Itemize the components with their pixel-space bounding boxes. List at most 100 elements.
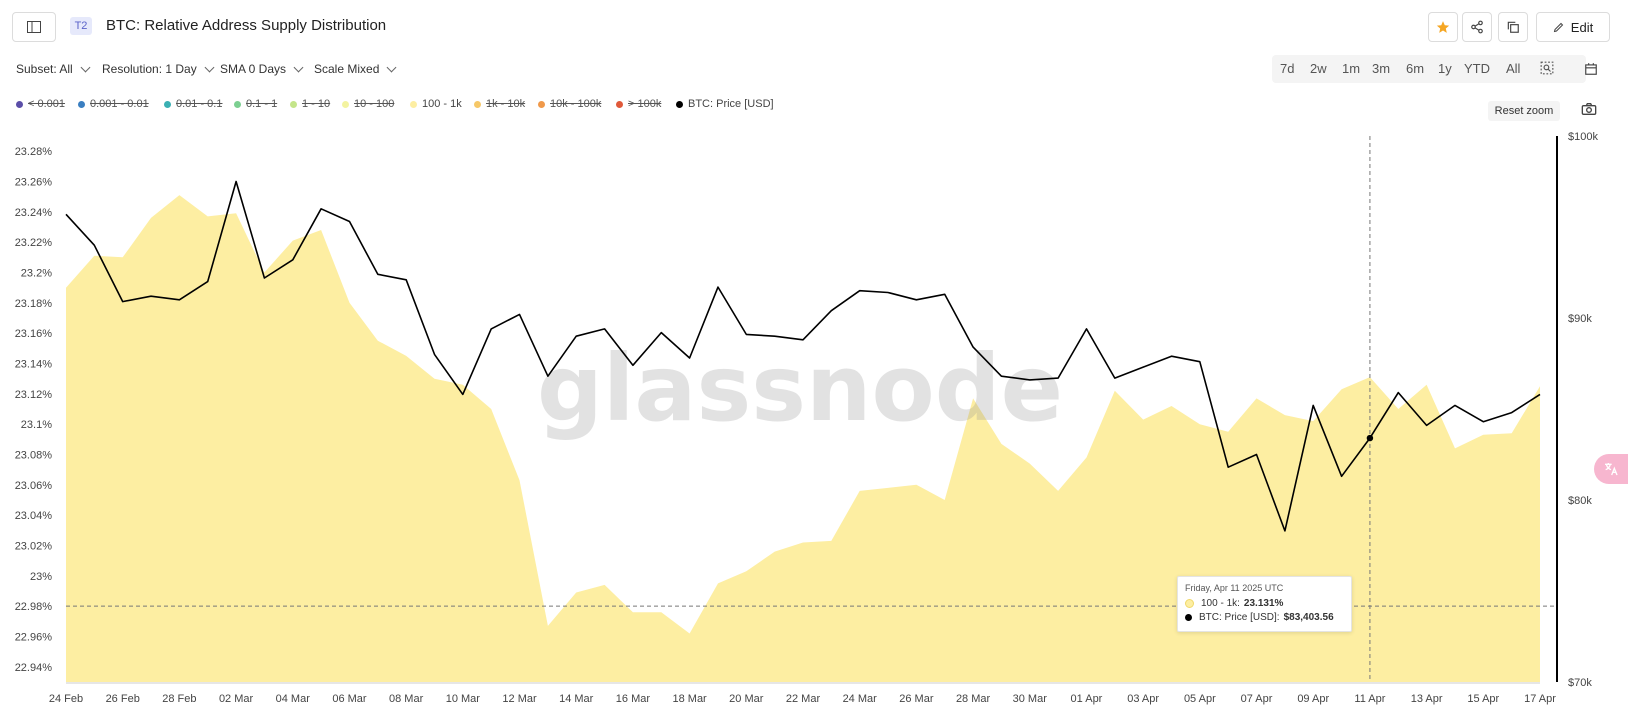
tooltip-value: $83,403.56 (1283, 612, 1334, 623)
x-tick-label: 24 Feb (49, 693, 83, 705)
y-right-tick-label: $70k (1568, 677, 1592, 689)
pencil-icon (1553, 22, 1564, 33)
tooltip-date: Friday, Apr 11 2025 UTC (1185, 583, 1284, 593)
x-tick-label: 26 Feb (106, 693, 140, 705)
supply-area-series (66, 195, 1540, 682)
screenshot-button[interactable] (1581, 102, 1599, 118)
x-tick-label: 06 Mar (332, 693, 367, 705)
y-left-tick-label: 22.98% (15, 601, 53, 613)
duplicate-button[interactable] (1498, 12, 1528, 42)
x-tick-label: 07 Apr (1241, 693, 1273, 705)
legend-label: 0.1 - 1 (246, 98, 278, 110)
tooltip-label: BTC: Price [USD]: (1199, 612, 1280, 623)
scale-dropdown[interactable]: Scale Mixed (314, 62, 397, 76)
legend-label: 0.01 - 0.1 (176, 98, 223, 110)
legend-item[interactable]: 0.001 - 0.01 (78, 98, 149, 110)
top-bar: T2 BTC: Relative Address Supply Distribu… (0, 0, 1630, 50)
legend-item[interactable]: 10k - 100k (538, 98, 601, 110)
sma-dropdown[interactable]: SMA 0 Days (220, 62, 304, 76)
subset-label: Subset: All (16, 62, 73, 76)
x-tick-label: 24 Mar (843, 693, 878, 705)
range-3m[interactable]: 3m (1372, 61, 1391, 76)
legend-label: 100 - 1k (422, 98, 462, 110)
legend-dot (342, 100, 349, 108)
y-left-tick-label: 23.1% (21, 419, 52, 431)
x-tick-label: 08 Mar (389, 693, 424, 705)
edit-button-label: Edit (1570, 19, 1594, 35)
y-left-tick-label: 23.02% (15, 541, 53, 553)
highlight-point (1366, 434, 1374, 442)
legend-item[interactable]: > 100k (616, 98, 661, 110)
legend-item[interactable]: 0.01 - 0.1 (164, 98, 222, 110)
x-tick-label: 13 Apr (1411, 693, 1443, 705)
sidebar-toggle-button[interactable] (12, 12, 56, 42)
legend-label: 1 - 10 (302, 98, 331, 110)
share-button[interactable] (1462, 12, 1492, 42)
resolution-label: Resolution: 1 Day (102, 62, 197, 76)
x-tick-label: 30 Mar (1013, 693, 1048, 705)
legend-dot (78, 100, 85, 108)
tooltip-dot (1185, 614, 1192, 621)
legend-item[interactable]: 10 - 100 (342, 98, 394, 110)
y-left-tick-label: 23.16% (15, 328, 53, 340)
range-6m[interactable]: 6m (1406, 61, 1425, 76)
y-left-tick-label: 23.18% (15, 298, 53, 310)
x-tick-label: 11 Apr (1354, 693, 1385, 705)
y-left-tick-label: 23.12% (15, 389, 53, 401)
legend-label: < 0.001 (28, 98, 66, 110)
range-1y[interactable]: 1y (1438, 61, 1452, 76)
range-ytd[interactable]: YTD (1464, 61, 1490, 76)
legend-item[interactable]: 1k - 10k (474, 98, 525, 110)
range-1m[interactable]: 1m (1342, 61, 1361, 76)
x-tick-label: 12 Mar (502, 693, 537, 705)
legend-item[interactable]: 100 - 1k (410, 98, 462, 110)
resolution-dropdown[interactable]: Resolution: 1 Day (102, 62, 215, 76)
x-tick-label: 15 Apr (1467, 693, 1499, 705)
sidebar-icon (27, 21, 41, 33)
zoom-select-button[interactable] (1540, 61, 1554, 80)
y-left-tick-label: 23.04% (15, 510, 53, 522)
calendar-button[interactable] (1580, 58, 1602, 80)
subset-dropdown[interactable]: Subset: All (16, 62, 91, 76)
range-2w[interactable]: 2w (1310, 61, 1327, 76)
legend-label: 0.001 - 0.01 (90, 98, 149, 110)
tier-badge: T2 (70, 17, 92, 35)
legend-label: 10k - 100k (550, 98, 602, 110)
x-tick-label: 17 Apr (1524, 693, 1556, 705)
range-selector: 7d 2w 1m 3m 6m 1y YTD All (1272, 55, 1586, 83)
legend-label: 1k - 10k (486, 98, 526, 110)
legend-label: 10 - 100 (354, 98, 395, 110)
tooltip-row-supply: 100 - 1k: 23.131% (1185, 598, 1283, 609)
x-tick-label: 09 Apr (1297, 693, 1329, 705)
share-icon (1471, 20, 1483, 34)
translate-widget[interactable] (1594, 454, 1628, 484)
y-left-tick-label: 23.26% (15, 177, 53, 189)
range-7d[interactable]: 7d (1280, 61, 1295, 76)
legend-item[interactable]: 1 - 10 (290, 98, 330, 110)
legend-item[interactable]: < 0.001 (16, 98, 65, 110)
watermark-logo: glassnode (537, 335, 1063, 442)
legend-item[interactable]: BTC: Price [USD] (676, 98, 774, 110)
legend-dot (676, 100, 683, 108)
edit-button[interactable]: Edit (1536, 12, 1610, 42)
translate-icon (1605, 463, 1618, 476)
y-right-tick-label: $100k (1568, 131, 1598, 143)
scale-label: Scale Mixed (314, 62, 380, 76)
x-tick-label: 28 Mar (956, 693, 991, 705)
tooltip-value: 23.131% (1243, 598, 1284, 609)
range-all[interactable]: All (1506, 61, 1521, 76)
reset-zoom-button[interactable]: Reset zoom (1488, 101, 1560, 121)
y-left-tick-label: 22.94% (15, 662, 53, 674)
legend-item[interactable]: 0.1 - 1 (234, 98, 277, 110)
favorite-button[interactable] (1428, 12, 1458, 42)
y-left-tick-label: 23.06% (15, 480, 53, 492)
x-tick-label: 20 Mar (729, 693, 764, 705)
y-right-tick-label: $90k (1568, 313, 1592, 325)
x-tick-label: 18 Mar (672, 693, 707, 705)
sma-label: SMA 0 Days (220, 62, 287, 76)
y-left-tick-label: 23.08% (15, 450, 53, 462)
x-tick-label: 05 Apr (1184, 693, 1216, 705)
y-left-tick-label: 23% (30, 571, 52, 583)
x-tick-label: 22 Mar (786, 693, 821, 705)
